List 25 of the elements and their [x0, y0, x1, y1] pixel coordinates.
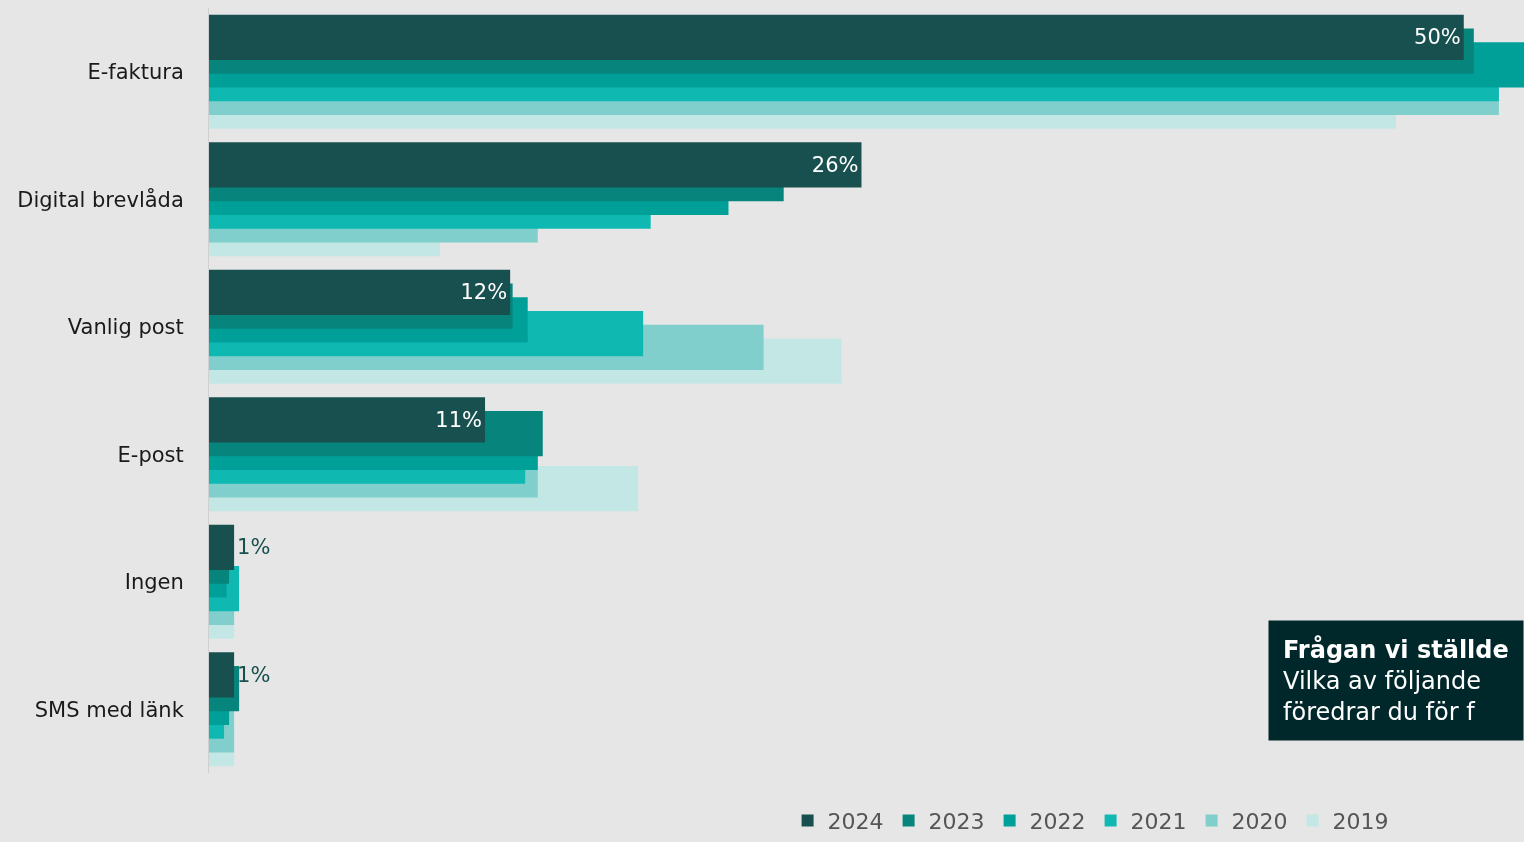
data-label: 12% [460, 280, 508, 305]
bar [209, 14, 1464, 60]
y-tick-label: Vanlig post [67, 315, 184, 340]
annotation: Frågan vi ställde Vilka av följande föredrar du för f [1283, 635, 1509, 727]
legend-label: 2019 [1332, 809, 1389, 835]
data-label: 26% [811, 152, 859, 177]
legend-label: 2022 [1029, 809, 1086, 835]
data-label: 50% [1414, 25, 1461, 50]
legend-label: 2021 [1130, 809, 1187, 835]
bar [209, 142, 862, 188]
y-tick-label: Ingen [124, 570, 184, 595]
data-label: 11% [435, 407, 483, 432]
bar [209, 269, 511, 315]
y-tick-label: E-post [117, 442, 184, 467]
legend-label: 2023 [928, 809, 985, 835]
legend-label: 2020 [1231, 809, 1288, 835]
bar [209, 397, 486, 443]
bar [209, 652, 235, 698]
y-tick-label: SMS med länk [34, 697, 185, 722]
bar [209, 524, 235, 570]
data-label: 1% [237, 662, 271, 687]
y-tick-label: E-faktura [87, 60, 184, 85]
legend-label: 2024 [827, 809, 884, 835]
data-label: 1% [237, 535, 271, 560]
y-tick-label: Digital brevlåda [17, 186, 184, 212]
